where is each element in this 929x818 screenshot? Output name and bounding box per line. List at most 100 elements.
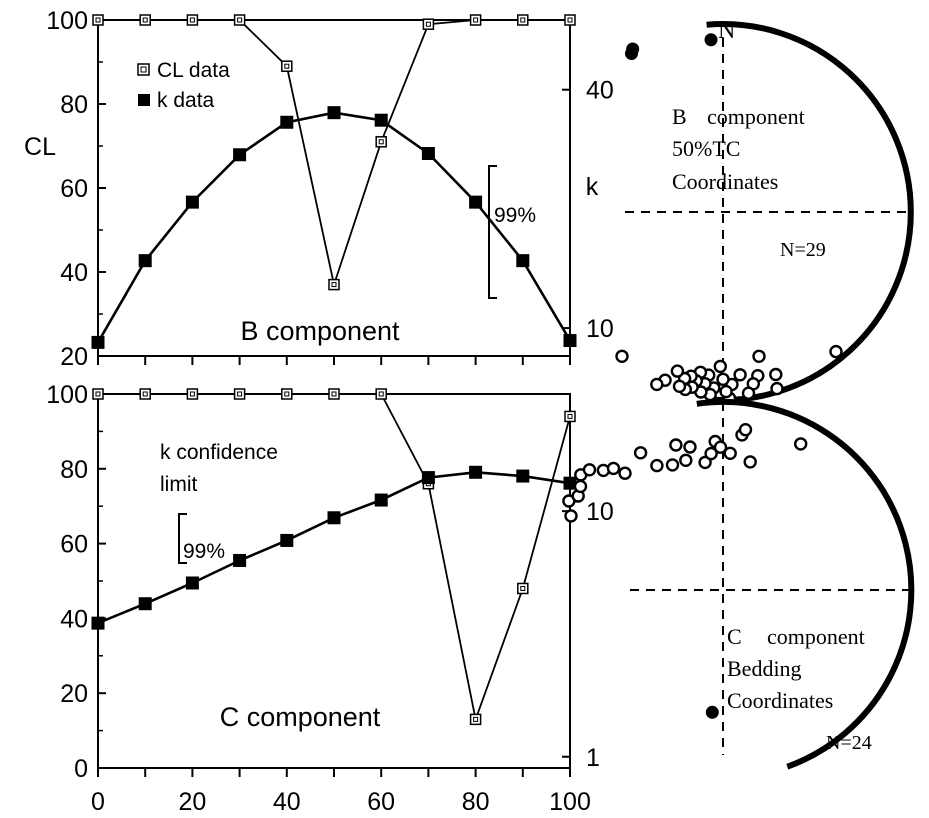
stereonet-b-open-point — [672, 379, 687, 393]
stereonet-c-title-word: component — [767, 624, 865, 649]
chart-b-cl-point-inner — [473, 17, 479, 23]
stereonet-b-filled-point — [704, 33, 718, 47]
stereonet-c-open-point — [573, 479, 588, 494]
chart-b-k-point — [91, 335, 105, 349]
chart-b-cl-point — [375, 136, 387, 148]
chart-b-series-line-k — [96, 111, 572, 344]
chart-b-cl-point — [139, 14, 151, 26]
chart-c-cl-point — [328, 388, 340, 400]
stereonet-b-filled-point — [626, 42, 640, 56]
chart-c-cl-point — [564, 410, 576, 423]
chart-b-cl-point-inner — [567, 17, 573, 23]
stereonet-b-open-point — [716, 372, 730, 386]
stereonet-b-title-line2: 50%TC — [672, 136, 740, 161]
chart-b-cl-point-inner — [95, 17, 101, 23]
chart-c-k-point — [563, 476, 577, 490]
stereonet-b-open-point — [829, 344, 843, 359]
chart-b-cl-point — [564, 14, 576, 26]
chart-c-y2tick-label: 1 — [586, 744, 600, 772]
stereonet-b-open-point — [719, 384, 733, 399]
chart-b-y2tick-label: 40 — [586, 77, 614, 105]
legend-marker-cl — [137, 63, 150, 76]
stereonet-b-axes — [625, 38, 912, 398]
chart-c-xtick-label: 80 — [462, 788, 490, 816]
chart-c-ytick-label: 60 — [60, 531, 88, 559]
chart-b-cl-point-inner — [284, 63, 290, 69]
chart-b-k-point — [469, 195, 483, 209]
chart-b-ytick-label: 40 — [60, 259, 88, 287]
chart-c-cl-point — [92, 388, 104, 400]
stereonet-c-title-line3: Coordinates — [727, 688, 833, 713]
chart-c-k-point — [469, 465, 483, 479]
chart-b-k-point — [516, 254, 530, 268]
chart-b-k-point — [327, 106, 341, 120]
stereonet-b-title-word: component — [707, 104, 805, 129]
stereonet-b-open-point — [752, 349, 766, 363]
chart-c-cl-point — [469, 713, 482, 726]
stereonet-b-title-line3: Coordinates — [672, 169, 778, 194]
chart-b-k-point — [233, 148, 247, 162]
chart-c-k-point — [327, 511, 341, 525]
chart-c-k-point — [421, 471, 435, 485]
stereonet-c-open-point — [698, 455, 712, 470]
chart-b-y2label: k — [586, 173, 599, 201]
chart-b-title: B component — [240, 316, 400, 346]
chart-c-k-point — [516, 469, 530, 483]
stereonet-c-n-label: N=24 — [826, 732, 872, 754]
chart-c-title: C component — [220, 702, 381, 732]
chart-b-k-point — [374, 113, 388, 127]
chart-c-k-point — [138, 597, 152, 611]
chart-c-k-point — [280, 533, 294, 547]
chart-b-cl-point — [517, 14, 529, 26]
stereonet-c-open-point — [650, 458, 664, 473]
chart-c-annotation-line2: limit — [160, 473, 197, 496]
chart-c-xtick-label: 40 — [273, 788, 301, 816]
stereonet-b-open-point — [615, 349, 629, 363]
chart-b-ytick-label: 60 — [60, 175, 88, 203]
chart-b-cl-point-inner — [331, 282, 337, 288]
chart-b-k-point — [563, 334, 577, 348]
stereonet-b-open-point — [741, 386, 756, 400]
chart-b-ytick-label: 20 — [60, 343, 88, 371]
chart-c-cl-point — [375, 388, 387, 400]
stereonet-b-open-point — [769, 367, 783, 382]
bracket-line-b — [488, 165, 497, 299]
stereonet-c-open-point — [564, 509, 578, 523]
chart-c-cl-point — [139, 388, 151, 400]
chart-b-cl-point-inner — [189, 17, 195, 23]
stereonet-b: N B component 50%TC Coordinates N=29 — [615, 18, 914, 405]
chart-b-component: 20 40 60 80 100 10 40 CL k B component CL data… — [24, 7, 614, 371]
stereonet-c-open-point — [679, 453, 693, 467]
stereonet-c-open-point — [738, 423, 753, 437]
chart-c-ytick-label: 80 — [60, 456, 88, 484]
chart-c-k-point — [91, 616, 105, 630]
stereonet-c-open-point — [794, 437, 808, 451]
chart-c-xtick-label: 0 — [91, 788, 105, 816]
chart-b-y2tick-label: 10 — [586, 315, 614, 343]
chart-b-cl-point — [469, 14, 482, 26]
stereonet-c-title-line2: Bedding — [727, 656, 802, 681]
stereonet-c-open-point — [633, 446, 648, 460]
chart-c-ytick-label: 0 — [74, 755, 88, 783]
legend-label-k: k data — [157, 89, 215, 112]
chart-b-ylabel: CL — [24, 133, 56, 161]
stereonet-c-title-letter: C — [727, 624, 742, 649]
chart-c-cl-point-inner — [378, 391, 384, 397]
chart-b-ytick-label: 100 — [46, 7, 88, 35]
chart-c-cl-point-inner — [142, 391, 148, 397]
chart-c-y2tick-label: 10 — [586, 498, 614, 526]
stereonet-b-open-point — [733, 368, 747, 382]
chart-b-cl-point-inner — [142, 17, 148, 23]
chart-c-cl-point-inner — [284, 391, 290, 397]
stereonet-c-open-point — [683, 440, 697, 454]
chart-c-cl-point-inner — [331, 391, 337, 397]
chart-b-cl-point-inner — [237, 17, 243, 23]
chart-b-confidence-bracket: 99% — [488, 165, 536, 299]
chart-b-cl-point — [328, 278, 340, 291]
stereonet-b-n-label: N=29 — [780, 239, 826, 261]
chart-b-k-point — [421, 147, 435, 161]
stereonet-b-north-label: N — [718, 18, 735, 44]
chart-b-ytick-label: 80 — [60, 91, 88, 119]
chart-c-ytick-label: 100 — [46, 381, 88, 409]
stereonet-c-open-point — [743, 455, 757, 469]
